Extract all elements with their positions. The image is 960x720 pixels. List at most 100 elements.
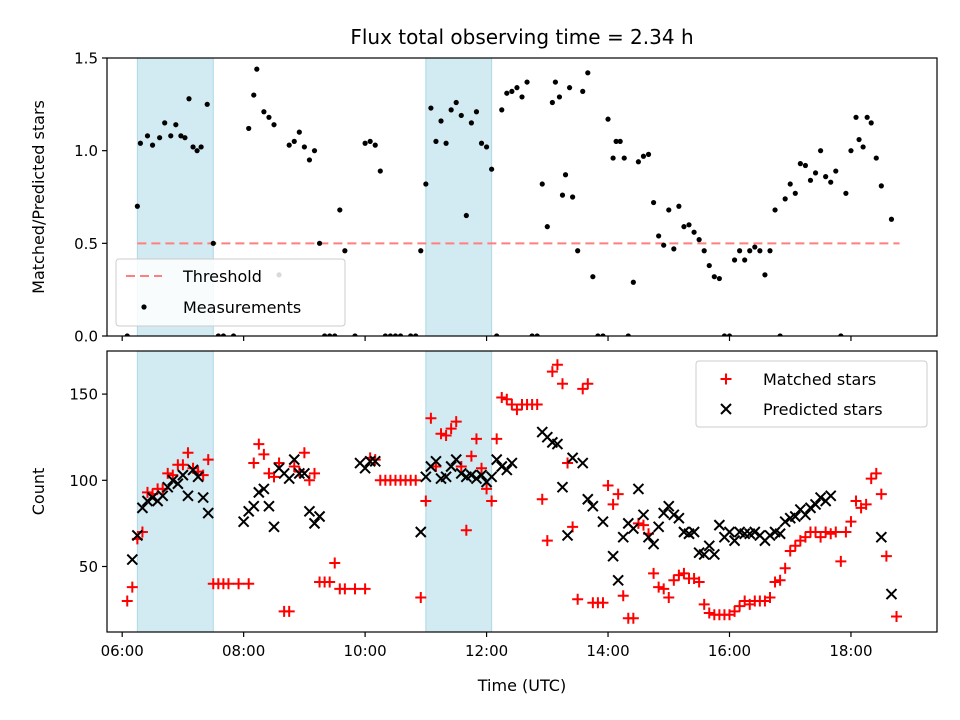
matched-star-point	[830, 526, 842, 538]
measurement-point	[182, 135, 188, 141]
matched-star-point	[506, 398, 518, 410]
measurement-point	[585, 70, 591, 76]
measurement-point	[856, 136, 862, 143]
matched-star-point	[891, 610, 903, 622]
matched-star-point	[779, 562, 791, 574]
matched-star-point	[764, 592, 776, 604]
measurement-point	[342, 248, 348, 254]
measurement-point	[173, 122, 179, 128]
predicted-star-point	[632, 483, 645, 495]
predicted-star-point	[182, 490, 194, 502]
matched-star-point	[865, 473, 877, 485]
matched-star-point	[481, 483, 493, 495]
predicted-star-point	[738, 528, 751, 540]
measurement-point	[817, 148, 824, 154]
y-axis-label: Matched/Predicted stars	[29, 100, 48, 294]
predicted-star-point	[253, 486, 265, 499]
measurement-point	[332, 333, 338, 336]
legend-box	[115, 258, 346, 327]
measurement-point	[696, 237, 702, 243]
matched-star-point	[167, 469, 179, 481]
measurement-point	[539, 181, 545, 187]
measurement-point	[316, 240, 323, 246]
measurement-point	[397, 333, 404, 336]
predicted-star-point	[470, 472, 483, 485]
matched-star-point	[541, 535, 553, 547]
measurement-point	[367, 138, 373, 144]
matched-star-point	[825, 528, 837, 540]
measurement-point	[534, 333, 540, 336]
measurement-point	[301, 144, 307, 150]
legend: Threshold Measurements	[115, 258, 346, 327]
measurement-point	[428, 105, 434, 111]
predicted-star-point	[263, 500, 275, 512]
matched-star-point	[415, 592, 427, 604]
measurement-point	[562, 172, 569, 178]
measurement-point	[529, 333, 535, 336]
legend-measurement-label: Measurements	[183, 298, 301, 317]
measurement-point	[443, 140, 449, 146]
measurement-point	[645, 151, 652, 157]
matched-star-point	[511, 404, 523, 416]
matched-star-point	[445, 423, 457, 435]
predicted-star-point	[809, 498, 822, 511]
predicted-star-point	[764, 529, 776, 542]
measurement-point	[726, 333, 733, 336]
predicted-star-point	[475, 469, 488, 481]
measurement-point	[327, 333, 333, 336]
predicted-star-point	[728, 534, 741, 547]
predicted-star-point	[708, 548, 721, 561]
matched-star-point	[460, 524, 472, 536]
matched-star-point	[243, 578, 255, 590]
y-tick-label: 0.0	[74, 328, 98, 346]
measurement-point	[408, 333, 414, 336]
matched-star-point	[486, 495, 498, 507]
measurement-point	[448, 107, 454, 113]
measurement-point	[134, 203, 140, 209]
measurement-point	[251, 92, 257, 98]
predicted-star-point	[642, 531, 655, 543]
measurement-point	[453, 99, 459, 106]
measurement-point	[473, 109, 480, 115]
measurement-point	[807, 177, 814, 183]
measurement-point	[691, 229, 697, 235]
matched-star-point	[577, 383, 589, 395]
x-tick-label: 12:00	[465, 642, 508, 660]
measurement-point	[194, 148, 200, 154]
matched-star-point	[799, 531, 811, 543]
predicted-star-point	[136, 502, 149, 514]
measurement-point	[137, 140, 144, 146]
measurement-point	[828, 179, 834, 185]
y-tick-label: 50	[79, 558, 98, 576]
matched-star-point	[339, 583, 351, 595]
predicted-star-point	[496, 460, 508, 473]
measurement-point	[423, 181, 429, 187]
matched-star-point	[678, 567, 690, 579]
measurement-point	[413, 333, 419, 336]
predicted-star-point	[308, 517, 321, 530]
measurement-point	[731, 257, 738, 263]
predicted-star-point	[131, 529, 144, 542]
predicted-star-point	[237, 515, 250, 528]
measurement-point	[873, 155, 879, 161]
matched-star-point	[222, 578, 234, 590]
matched-star-point	[121, 595, 133, 607]
predicted-star-point	[490, 453, 503, 466]
predicted-star-point	[551, 438, 564, 450]
predicted-star-point	[657, 507, 670, 519]
matched-star-point	[607, 498, 619, 510]
matched-star-point	[734, 600, 746, 612]
x-tick-label: 14:00	[586, 642, 629, 660]
predicted-star-point	[506, 457, 518, 469]
matched-star-point	[491, 433, 503, 445]
star-count-panel: 06:00 08:00 10:00 12:00 14:00 16:00 18:00 50 100…	[29, 350, 938, 695]
matched-star-point	[536, 493, 548, 505]
predicted-star-point	[668, 509, 680, 521]
predicted-star-point	[146, 491, 159, 504]
measurement-point	[605, 116, 611, 122]
measurement-point	[468, 120, 474, 126]
legend-matched-swatch	[720, 373, 732, 385]
matched-star-point	[182, 447, 194, 459]
y-tick-label: 1.0	[74, 142, 98, 160]
predicted-star-point	[192, 471, 204, 483]
